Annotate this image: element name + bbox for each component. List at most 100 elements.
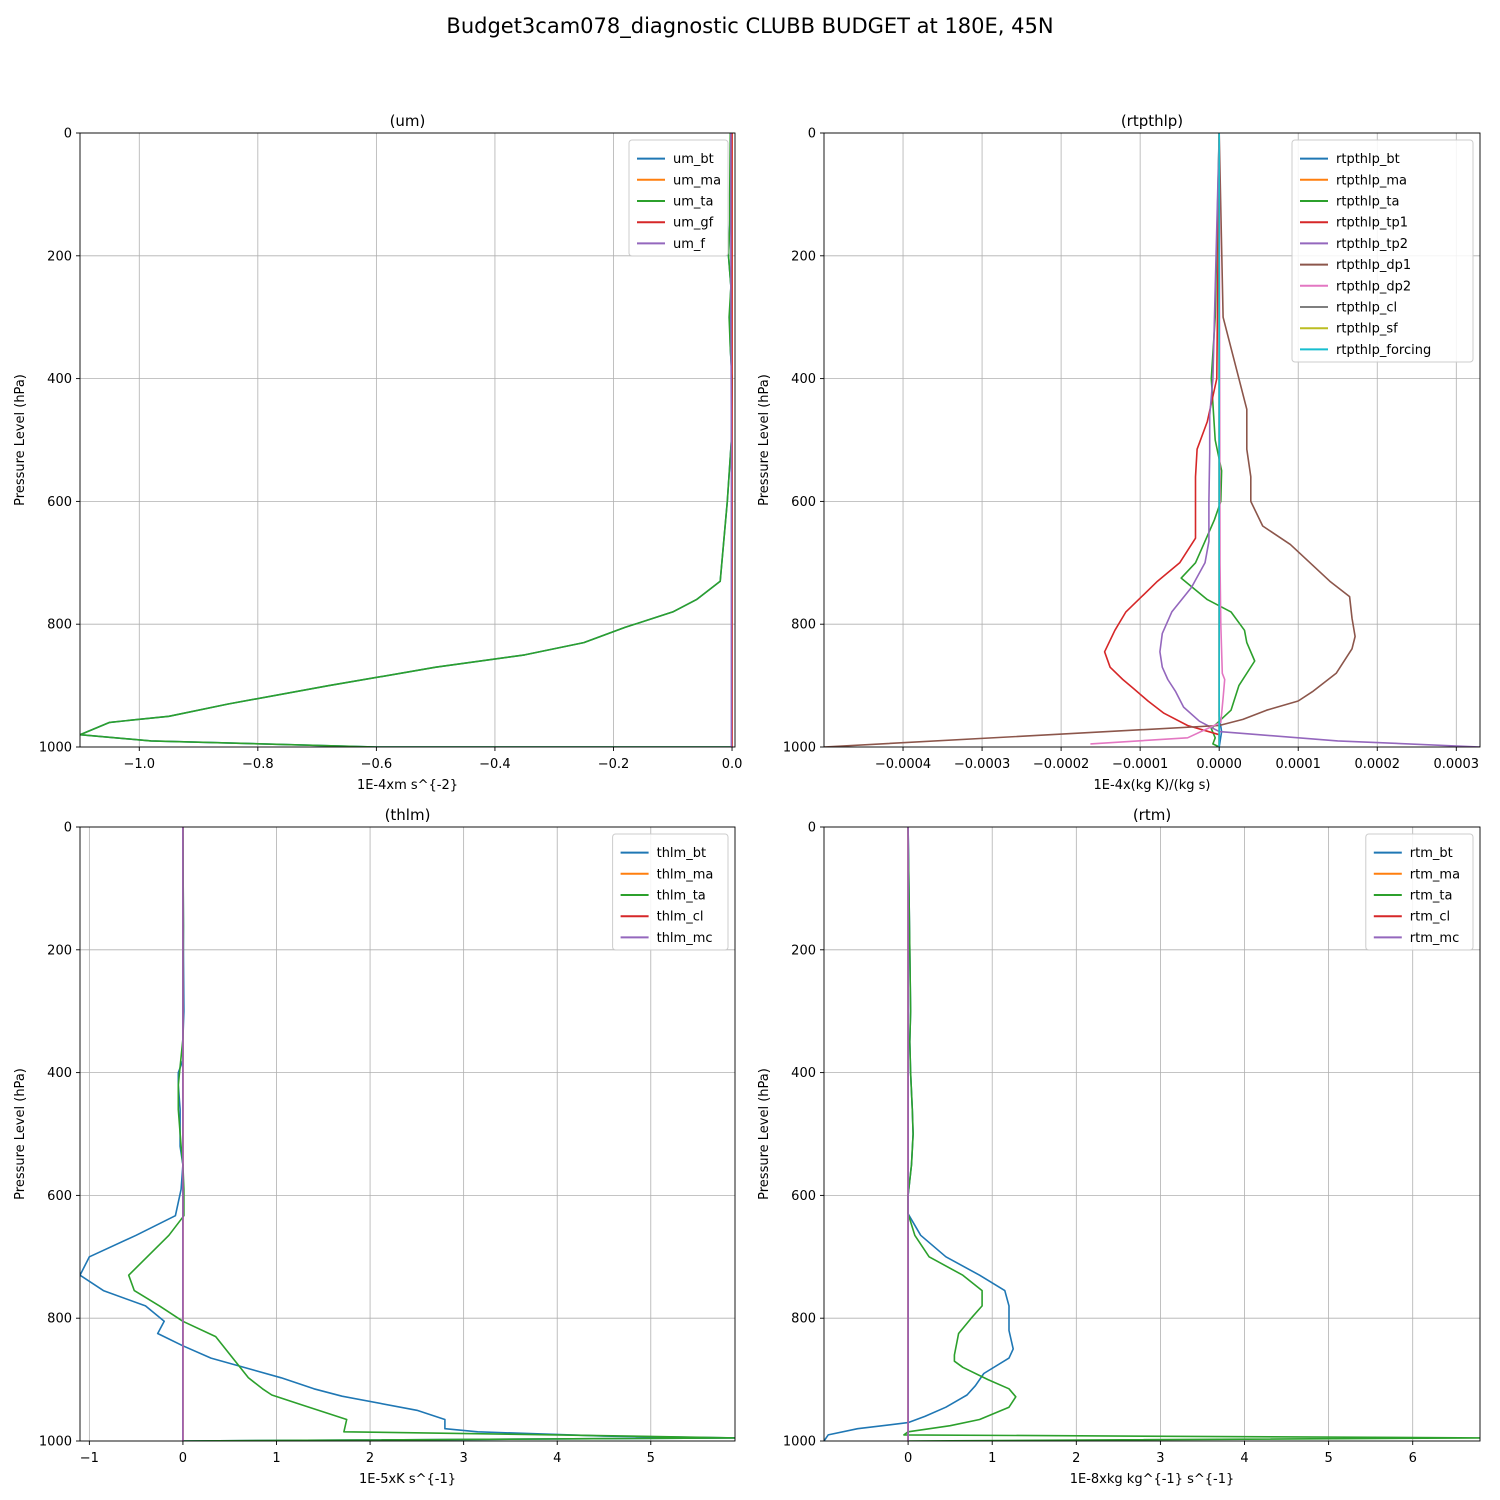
subplot-title: (thlm) xyxy=(385,806,431,824)
x-tick-label: 6 xyxy=(1409,1451,1417,1466)
legend-label: um_gf xyxy=(673,216,714,231)
y-tick-label: 1000 xyxy=(783,741,816,756)
x-tick-label: 5 xyxy=(1324,1451,1332,1466)
y-tick-label: 600 xyxy=(791,1189,816,1204)
legend: rtm_bt rtm_ma rtm_ta rtm_cl rtm_mc xyxy=(1365,833,1474,951)
legend: um_bt um_ma um_ta um_gf um_f xyxy=(628,139,729,257)
x-tick-label: 1 xyxy=(272,1451,280,1466)
series-group xyxy=(80,827,735,1441)
y-tick-label: 800 xyxy=(791,618,816,633)
x-axis-label: 1E-4xm s^{-2} xyxy=(357,778,458,793)
x-axis-label: 1E-4x(kg K)/(kg s) xyxy=(1094,778,1211,793)
y-tick-label: 200 xyxy=(47,249,72,264)
subplot-1: −1.0 −0.8 −0.6 −0.4 −0.2 0.0 0 200 400 600 800 1000… xyxy=(13,112,742,793)
x-tick-label: 0.0003 xyxy=(1434,757,1480,772)
series-group xyxy=(824,133,1480,747)
y-tick-label: 400 xyxy=(791,1066,816,1081)
plot-frame xyxy=(79,132,736,748)
x-tick-label: 3 xyxy=(460,1451,468,1466)
legend-label: rtpthlp_sf xyxy=(1336,322,1398,337)
legend-box xyxy=(612,833,729,951)
y-tick-label: 200 xyxy=(791,249,816,264)
plot-frame xyxy=(823,826,1481,1442)
legend-box xyxy=(628,139,729,257)
legend-label: um_ma xyxy=(673,173,721,188)
y-tick-label: 400 xyxy=(47,1066,72,1081)
legend-label: rtm_ma xyxy=(1410,867,1460,882)
x-tick-label: 0 xyxy=(179,1451,187,1466)
y-axis-label: Pressure Level (hPa) xyxy=(757,374,772,506)
x-tick-label: −0.0004 xyxy=(875,757,931,772)
x-tick-label: 0 xyxy=(904,1451,912,1466)
y-tick-label: 600 xyxy=(47,495,72,510)
legend-label: thlm_ta xyxy=(657,889,706,904)
series-line-rtm_bt xyxy=(824,827,1015,1441)
x-axis-label: 1E-8xkg kg^{-1} s^{-1} xyxy=(1070,1472,1235,1487)
x-tick-label: 0.0002 xyxy=(1355,757,1401,772)
x-tick-label: 0.0 xyxy=(722,757,743,772)
series-line-rtpthlp_tp2 xyxy=(1159,133,1480,747)
legend-label: thlm_mc xyxy=(657,931,713,946)
series-line-rtm_ta xyxy=(903,827,1480,1441)
y-tick-label: 200 xyxy=(791,943,816,958)
series-line-um_f xyxy=(730,133,733,747)
y-tick-label: 800 xyxy=(791,1312,816,1327)
subplot-title: (um) xyxy=(390,112,426,130)
x-tick-label: −0.2 xyxy=(598,757,630,772)
legend-label: thlm_ma xyxy=(657,867,714,882)
x-tick-label: −0.0002 xyxy=(1033,757,1089,772)
legend-label: rtpthlp_cl xyxy=(1336,301,1397,316)
y-tick-label: 1000 xyxy=(39,741,72,756)
x-tick-label: 4 xyxy=(553,1451,561,1466)
y-tick-label: 600 xyxy=(47,1189,72,1204)
figure-title: Budget3cam078_diagnostic CLUBB BUDGET at… xyxy=(446,14,1054,38)
legend-label: rtm_ta xyxy=(1410,889,1453,904)
legend-label: rtpthlp_forcing xyxy=(1336,343,1431,358)
legend-label: rtm_cl xyxy=(1410,910,1450,925)
legend-label: rtpthlp_dp1 xyxy=(1336,258,1411,273)
y-tick-label: 1000 xyxy=(39,1435,72,1450)
legend-label: um_ta xyxy=(673,195,713,210)
legend-label: rtpthlp_tp1 xyxy=(1336,216,1408,231)
legend-label: rtm_bt xyxy=(1410,846,1453,861)
x-tick-label: −1.0 xyxy=(123,757,155,772)
legend-label: rtpthlp_bt xyxy=(1336,152,1400,167)
x-axis-label: 1E-5xK s^{-1} xyxy=(359,1472,456,1487)
x-tick-label: −1 xyxy=(80,1451,99,1466)
legend: thlm_bt thlm_ma thlm_ta thlm_cl thlm_mc xyxy=(612,833,729,951)
x-tick-label: 0.0000 xyxy=(1196,757,1242,772)
series-line-rtpthlp_ta xyxy=(1180,133,1256,747)
legend-label: thlm_bt xyxy=(657,846,706,861)
y-tick-label: 600 xyxy=(791,495,816,510)
x-tick-label: 4 xyxy=(1240,1451,1248,1466)
series-group xyxy=(80,133,733,747)
x-tick-label: −0.4 xyxy=(479,757,511,772)
x-tick-label: 2 xyxy=(366,1451,374,1466)
series-group xyxy=(824,827,1480,1441)
legend-box xyxy=(1365,833,1474,951)
subplot-title: (rtpthlp) xyxy=(1121,112,1183,130)
series-line-rtpthlp_tp1 xyxy=(1103,133,1220,747)
legend-label: um_f xyxy=(673,237,705,252)
series-line-thlm_ta xyxy=(127,827,735,1441)
y-tick-label: 200 xyxy=(47,943,72,958)
x-tick-label: −0.0001 xyxy=(1112,757,1168,772)
subplot-2: −0.0004 −0.0003 −0.0002 −0.0001 0.0000 0.0001… xyxy=(757,112,1481,793)
legend-label: rtpthlp_tp2 xyxy=(1336,237,1408,252)
legend-label: rtpthlp_ta xyxy=(1336,195,1399,210)
x-tick-label: 2 xyxy=(1072,1451,1080,1466)
series-line-rtpthlp_dp1 xyxy=(824,133,1356,747)
legend-label: rtpthlp_ma xyxy=(1336,173,1407,188)
y-tick-label: 0 xyxy=(64,127,72,142)
y-tick-label: 800 xyxy=(47,618,72,633)
x-tick-label: −0.6 xyxy=(361,757,393,772)
x-tick-label: 0.0001 xyxy=(1275,757,1321,772)
legend-box xyxy=(1291,139,1474,363)
y-tick-label: 0 xyxy=(808,821,816,836)
x-tick-label: −0.8 xyxy=(242,757,274,772)
legend-label: um_bt xyxy=(673,152,714,167)
series-line-rtpthlp_dp2 xyxy=(1090,133,1226,745)
y-tick-label: 800 xyxy=(47,1312,72,1327)
legend-label: thlm_cl xyxy=(657,910,704,925)
